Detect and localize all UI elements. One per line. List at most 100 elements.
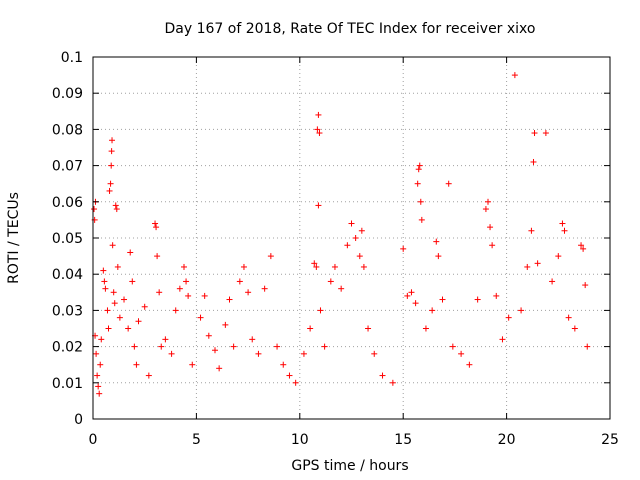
data-point — [176, 285, 183, 292]
data-point — [528, 227, 535, 234]
data-point — [474, 296, 481, 303]
y-tick-label: 0.07 — [52, 159, 83, 175]
data-point — [482, 206, 489, 213]
data-point — [116, 314, 123, 321]
data-point — [109, 137, 116, 144]
data-point — [197, 314, 204, 321]
data-point — [315, 202, 322, 209]
data-point — [311, 260, 318, 267]
data-point — [416, 162, 423, 169]
y-tick-label: 0.06 — [52, 195, 83, 211]
x-tick-label: 10 — [291, 432, 309, 448]
y-tick-label: 0.03 — [52, 303, 83, 319]
data-point — [158, 343, 165, 350]
data-point — [445, 180, 452, 187]
data-point — [352, 235, 359, 241]
data-point — [371, 350, 378, 357]
data-point — [153, 224, 160, 231]
x-tick-label: 25 — [601, 432, 619, 448]
data-point — [249, 336, 256, 343]
data-point — [108, 148, 115, 155]
data-point — [484, 198, 491, 205]
data-point — [571, 325, 578, 332]
axis-ticks — [92, 56, 611, 420]
data-point — [489, 242, 496, 249]
data-point — [230, 343, 237, 350]
data-point — [449, 343, 456, 350]
data-point — [125, 325, 132, 332]
data-point — [185, 292, 192, 299]
data-point — [578, 242, 585, 249]
grid — [93, 57, 610, 419]
data-point — [97, 361, 104, 368]
data-point — [358, 227, 365, 234]
data-point — [102, 285, 109, 292]
data-point — [127, 249, 134, 256]
data-point — [365, 325, 372, 332]
data-point — [261, 285, 268, 292]
y-axis-label: ROTI / TECUs — [6, 192, 22, 284]
x-tick-label: 20 — [498, 432, 516, 448]
data-point — [95, 383, 102, 390]
data-point — [108, 162, 115, 169]
x-tick-label: 5 — [192, 432, 201, 448]
data-point — [422, 325, 429, 332]
data-point — [152, 220, 159, 227]
data-point — [313, 263, 320, 270]
data-point — [114, 263, 121, 270]
data-point — [487, 224, 494, 231]
data-point — [338, 285, 345, 292]
data-point — [131, 343, 138, 350]
x-tick-labels: 0 5 10 15 20 25 — [89, 432, 619, 448]
data-point — [129, 278, 136, 285]
data-point — [360, 263, 367, 270]
data-point — [327, 278, 334, 285]
data-point — [439, 296, 446, 303]
data-point — [417, 198, 424, 205]
data-point — [121, 296, 128, 303]
data-point — [582, 282, 589, 289]
data-point — [94, 372, 101, 379]
x-tick-label: 0 — [89, 432, 98, 448]
data-point — [404, 292, 411, 299]
data-point — [113, 206, 120, 213]
y-tick-label: 0 — [74, 412, 83, 428]
data-point — [222, 321, 229, 328]
data-point — [180, 263, 187, 270]
data-point — [91, 206, 98, 213]
data-point — [565, 314, 572, 321]
data-point — [493, 292, 500, 299]
data-point — [429, 307, 436, 314]
data-point — [415, 166, 422, 173]
y-tick-label: 0.1 — [61, 50, 83, 66]
data-point — [105, 325, 112, 332]
data-point — [389, 379, 396, 386]
y-tick-label: 0.05 — [52, 231, 83, 247]
data-point — [106, 187, 113, 194]
data-point — [201, 292, 208, 299]
data-point — [236, 278, 243, 285]
x-axis-label: GPS time / hours — [291, 458, 408, 474]
data-point — [534, 260, 541, 267]
data-point — [555, 253, 562, 260]
data-point — [255, 350, 262, 357]
data-point — [561, 227, 568, 234]
data-point — [559, 220, 566, 227]
data-point — [549, 278, 556, 285]
data-point — [300, 350, 307, 357]
data-point — [315, 111, 322, 118]
data-point — [317, 307, 324, 314]
data-point — [168, 350, 175, 357]
data-point — [331, 263, 338, 270]
data-point — [98, 336, 105, 343]
data-point — [321, 343, 328, 350]
y-tick-labels: 0 0.01 0.02 0.03 0.04 0.05 0.06 0.07 0.08 0.09 0.1 — [52, 50, 83, 428]
data-point — [580, 245, 587, 252]
data-points — [91, 72, 591, 397]
data-point — [356, 253, 363, 260]
data-point — [240, 263, 247, 270]
data-point — [104, 307, 111, 314]
data-point — [542, 130, 549, 137]
data-point — [344, 242, 351, 249]
data-point — [189, 361, 196, 368]
